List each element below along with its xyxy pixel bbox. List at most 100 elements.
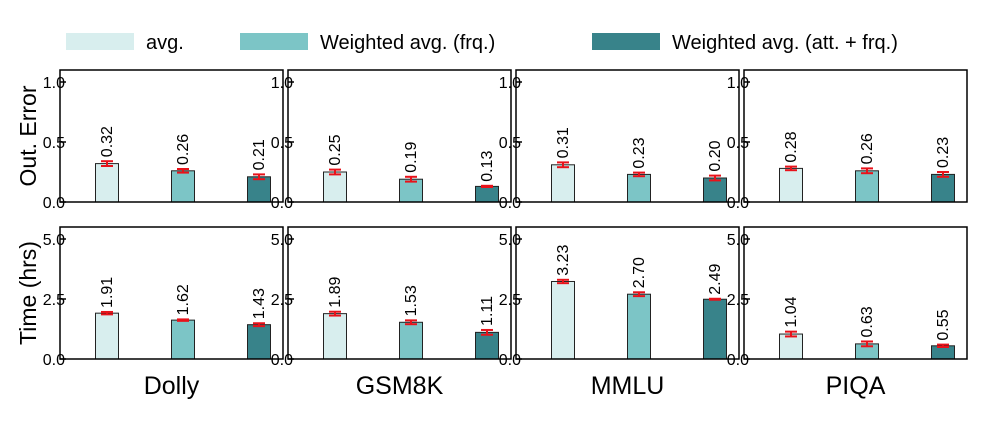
bar-mmlu-series-1 — [551, 164, 575, 203]
bar-gsm8k-series-2 — [399, 321, 423, 360]
bar-mmlu-series-2 — [627, 293, 651, 360]
y-tick-label: 0.5 — [271, 135, 293, 152]
value-label: 0.55 — [935, 309, 952, 340]
value-label: 1.53 — [403, 285, 420, 316]
value-label: 0.63 — [859, 306, 876, 337]
panel-piqa-row-2: 1.04 0.63 0.55 0.0 2.5 5.0 — [727, 226, 968, 369]
value-label: 1.91 — [99, 277, 116, 308]
legend-swatch-1 — [66, 33, 134, 50]
value-label: 0.31 — [555, 127, 572, 158]
bar-gsm8k-series-1 — [323, 171, 347, 203]
panel-piqa-row-1: 0.28 0.26 0.23 0.0 0.5 1.0 — [727, 69, 968, 212]
bar-piqa-series-2 — [855, 170, 879, 203]
y-tick-label: 0.0 — [727, 352, 749, 369]
legend-label-2: Weighted avg. (frq.) — [320, 32, 495, 54]
y-tick-label: 5.0 — [271, 232, 293, 249]
value-label: 0.19 — [403, 142, 420, 173]
bar-dolly-series-2 — [171, 319, 195, 360]
axes-frame — [515, 226, 740, 360]
y-tick-label: 1.0 — [43, 75, 65, 92]
bar-piqa-series-1 — [779, 167, 803, 203]
legend-swatch-3 — [592, 33, 660, 50]
panel-mmlu-row-1: 0.31 0.23 0.20 0.0 0.5 1.0 — [499, 69, 740, 212]
y-tick-label: 0.0 — [727, 195, 749, 212]
panels: Out. Error 0.32 0.26 0.210.00.51.00.25 0.19 0… — [15, 69, 968, 400]
value-label: 0.21 — [251, 139, 268, 170]
bar-dolly-series-1 — [95, 163, 119, 203]
bar-mmlu-series-3 — [703, 177, 727, 203]
legend-label-3: Weighted avg. (att. + frq.) — [672, 32, 898, 54]
bar-dolly-series-3 — [247, 324, 271, 360]
bar-piqa-series-1 — [779, 333, 803, 360]
bar-gsm8k-series-3 — [475, 331, 499, 360]
value-label: 0.28 — [783, 131, 800, 162]
y-tick-label: 1.0 — [271, 75, 293, 92]
bar-dolly-series-2 — [171, 170, 195, 203]
y-tick-label: 0.0 — [271, 352, 293, 369]
y-tick-label: 5.0 — [499, 232, 521, 249]
axes-frame — [59, 69, 284, 203]
axes-frame — [287, 226, 512, 360]
y-tick-label: 1.0 — [727, 75, 749, 92]
value-label: 1.04 — [783, 296, 800, 327]
bar-gsm8k-series-2 — [399, 178, 423, 203]
axes-frame — [287, 69, 512, 203]
y-tick-label: 2.5 — [499, 292, 521, 309]
value-label: 1.89 — [327, 276, 344, 307]
y-axis-label-row-1: Out. Error — [15, 85, 41, 186]
panel-mmlu-row-2: 3.23 2.70 2.49 0.0 2.5 5.0 — [499, 226, 740, 369]
y-tick-label: 0.5 — [727, 135, 749, 152]
y-tick-label: 1.0 — [499, 75, 521, 92]
value-label: 2.49 — [707, 264, 724, 295]
value-label: 1.11 — [479, 296, 496, 326]
value-label: 0.23 — [935, 137, 952, 168]
y-tick-label: 2.5 — [271, 292, 293, 309]
panel-gsm8k-row-1: 0.25 0.19 0.13 0.0 0.5 1.0 — [271, 69, 512, 212]
y-axis-label-row-2: Time (hrs) — [15, 241, 41, 345]
panel-dolly-row-1: 0.32 0.26 0.21 0.0 0.5 1.0 — [43, 69, 284, 212]
value-label: 1.62 — [175, 284, 192, 315]
axes-frame — [743, 226, 968, 360]
bar-mmlu-series-2 — [627, 173, 651, 203]
value-label: 2.70 — [631, 257, 648, 288]
value-label: 0.23 — [631, 137, 648, 168]
value-label: 0.20 — [707, 140, 724, 171]
dataset-title-gsm8k: GSM8K — [356, 372, 444, 400]
bar-dolly-series-1 — [95, 312, 119, 360]
y-tick-label: 2.5 — [727, 292, 749, 309]
value-label: 1.43 — [251, 288, 268, 319]
value-label: 0.32 — [99, 126, 116, 157]
legend-swatch-2 — [240, 33, 308, 50]
dataset-title-piqa: PIQA — [826, 372, 886, 400]
y-tick-label: 5.0 — [43, 232, 65, 249]
bar-gsm8k-series-3 — [475, 185, 499, 203]
dataset-title-mmlu: MMLU — [591, 372, 665, 400]
y-tick-label: 0.0 — [43, 195, 65, 212]
bar-piqa-series-3 — [931, 173, 955, 203]
legend: avg. Weighted avg. (frq.) Weighted avg. (a… — [66, 32, 898, 54]
y-tick-label: 0.5 — [499, 135, 521, 152]
axes-frame — [743, 69, 968, 203]
value-label: 0.25 — [327, 134, 344, 165]
legend-label-1: avg. — [146, 32, 184, 54]
bar-dolly-series-3 — [247, 176, 271, 203]
y-tick-label: 5.0 — [727, 232, 749, 249]
y-tick-label: 0.0 — [271, 195, 293, 212]
dataset-title-dolly: Dolly — [144, 372, 200, 400]
y-tick-label: 0.0 — [43, 352, 65, 369]
y-tick-label: 0.5 — [43, 135, 65, 152]
value-label: 0.13 — [479, 151, 496, 182]
panel-gsm8k-row-2: 1.89 1.53 1.11 0.0 2.5 5.0 — [271, 226, 512, 369]
bar-mmlu-series-1 — [551, 280, 575, 360]
bar-mmlu-series-3 — [703, 298, 727, 360]
y-tick-label: 0.0 — [499, 352, 521, 369]
y-tick-label: 2.5 — [43, 292, 65, 309]
value-label: 0.26 — [175, 134, 192, 165]
y-tick-label: 0.0 — [499, 195, 521, 212]
bar-gsm8k-series-1 — [323, 313, 347, 360]
axes-frame — [515, 69, 740, 203]
panel-dolly-row-2: 1.91 1.62 1.43 0.0 2.5 5.0 — [43, 226, 284, 369]
axes-frame — [59, 226, 284, 360]
value-label: 0.26 — [859, 133, 876, 164]
